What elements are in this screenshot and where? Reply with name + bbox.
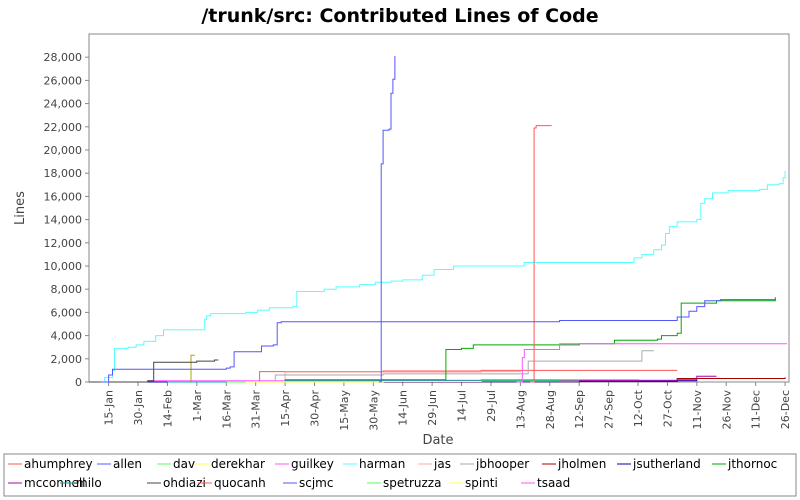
legend-entry: jbhooper [475, 457, 529, 471]
chart-title: /trunk/src: Contributed Lines of Code [201, 5, 598, 27]
plot-area [88, 33, 790, 383]
x-tick-label: 16-Mar [220, 390, 233, 429]
legend-entry: jas [433, 457, 451, 471]
y-tick-label: 18,000 [44, 167, 83, 180]
x-tick-label: 27-Sep [603, 390, 616, 429]
x-tick-label: 30-Apr [308, 390, 321, 427]
legend-entry: allen [113, 457, 142, 471]
legend-entry: jsutherland [632, 457, 701, 471]
legend-entry: mcconnell [24, 476, 86, 490]
series-line-quocanh [530, 125, 552, 383]
x-axis-label: Date [422, 433, 453, 448]
x-tick-label: 30-Jan [132, 390, 145, 426]
x-tick-label: 29-Jun [426, 390, 439, 426]
legend-entry: jholmen [557, 457, 606, 471]
series-lines [89, 56, 787, 383]
y-tick-label: 24,000 [44, 98, 83, 111]
series-line-jsutherland-spike [379, 56, 396, 383]
y-tick-label: 22,000 [44, 121, 83, 134]
y-tick-label: 20,000 [44, 144, 83, 157]
legend-entry: spetruzza [383, 476, 441, 490]
legend: ahumphrey allen dav derekhar guilkey harman ja… [8, 457, 777, 490]
y-tick-label: 6,000 [51, 306, 83, 319]
x-tick-label: 14-Feb [161, 390, 174, 427]
series-line-jthornoc [245, 297, 776, 383]
legend-entry: harman [359, 457, 405, 471]
x-tick-label: 15-May [338, 390, 351, 431]
x-tick-label: 28-Aug [544, 390, 557, 429]
legend-entry: derekhar [211, 457, 265, 471]
series-line-tsaad [516, 343, 787, 383]
x-tick-label: 1-Mar [191, 390, 204, 422]
x-tick-label: 31-Mar [250, 390, 263, 429]
y-tick-label: 26,000 [44, 74, 83, 87]
x-axis: 15-Jan 30-Jan 14-Feb 1-Mar 16-Mar 31-Mar 15-Ap… [103, 382, 792, 431]
x-tick-label: 15-Apr [279, 390, 292, 427]
x-tick-label: 12-Oct [632, 389, 645, 427]
y-axis: 0 2,000 4,000 6,000 8,000 10,000 12,000 14,000 1… [44, 51, 89, 389]
series-line-scjmc [100, 298, 776, 383]
y-tick-label: 16,000 [44, 190, 83, 203]
legend-entry: ahumphrey [24, 457, 93, 471]
x-tick-label: 14-Jul [456, 390, 469, 422]
legend-entry: spinti [465, 476, 498, 490]
series-line-spinti [245, 381, 482, 383]
legend-entry: quocanh [214, 476, 266, 490]
x-tick-label: 11-Nov [691, 390, 704, 430]
x-tick-label: 14-Jun [397, 390, 410, 426]
legend-entry: ohdiazi [163, 476, 206, 490]
x-tick-label: 15-Jan [103, 390, 116, 426]
legend-entry: scjmc [299, 476, 333, 490]
y-tick-label: 8,000 [51, 283, 83, 296]
series-line-jbhooper [261, 350, 654, 383]
x-tick-label: 27-Oct [661, 389, 674, 427]
x-tick-label: 26-Dec [779, 390, 792, 429]
y-tick-label: 4,000 [51, 330, 83, 343]
x-tick-label: 30-May [367, 390, 380, 431]
y-tick-label: 2,000 [51, 353, 83, 366]
series-line-harman [100, 170, 786, 383]
series-line-ahumphrey [255, 369, 678, 383]
legend-entry: jthornoc [727, 457, 777, 471]
y-tick-label: 10,000 [44, 260, 83, 273]
series-line-ohdiazi [89, 359, 219, 383]
x-tick-label: 13-Aug [514, 390, 527, 429]
legend-entry: dav [173, 457, 195, 471]
y-tick-label: 28,000 [44, 51, 83, 64]
legend-entry: milo [76, 476, 102, 490]
legend-entry: tsaad [537, 476, 570, 490]
legend-box [3, 453, 797, 497]
y-tick-label: 12,000 [44, 237, 83, 250]
x-tick-label: 29-Jul [485, 390, 498, 422]
y-axis-label: Lines [13, 191, 28, 225]
legend-entry: guilkey [291, 457, 334, 471]
y-tick-label: 14,000 [44, 214, 83, 227]
x-tick-label: 12-Sep [573, 390, 586, 429]
y-tick-label: 0 [75, 376, 82, 389]
x-tick-label: 26-Nov [720, 390, 733, 430]
x-tick-label: 11-Dec [750, 390, 763, 429]
